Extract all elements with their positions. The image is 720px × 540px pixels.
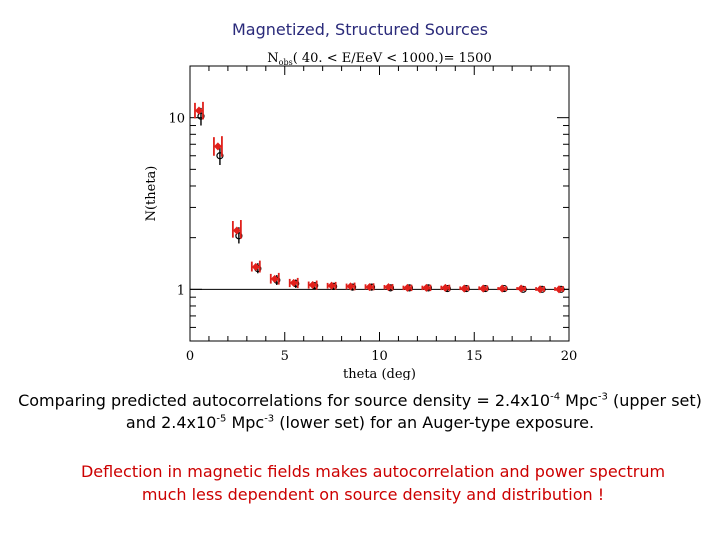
y-axis-label: N(theta)	[144, 166, 159, 222]
upper-set-point	[232, 226, 241, 235]
upper-set-point	[327, 281, 336, 290]
upper-set-point	[460, 284, 469, 293]
upper-set-point	[213, 142, 222, 151]
upper-set-point	[194, 106, 203, 115]
chart-title: Nobs( 40. < E/EeV < 1000.)= 1500	[267, 51, 491, 67]
caption-line-1-exp2: -3	[597, 391, 608, 403]
x-tick-label: 20	[561, 349, 578, 364]
upper-set-point	[441, 283, 450, 292]
upper-set-point	[270, 274, 279, 283]
caption-line-2-mid: Mpc	[226, 413, 265, 432]
upper-set-point	[346, 282, 355, 291]
caption-line-2-post: (lower set) for an Auger-type exposure.	[274, 413, 595, 432]
x-tick-label: 5	[281, 349, 289, 364]
upper-set-point	[422, 283, 431, 292]
major-ticks	[189, 66, 570, 341]
x-tick-label: 10	[371, 349, 388, 364]
caption-line-2: and 2.4x10-5 Mpc-3 (lower set) for an Au…	[0, 413, 720, 432]
chart-title-rest: ( 40. < E/EeV < 1000.)= 1500	[293, 51, 492, 66]
lower-set-point	[216, 152, 224, 160]
upper-set-point	[365, 283, 374, 292]
y-tick-label: 1	[177, 283, 185, 298]
lower-set-point	[197, 112, 205, 120]
slide-title: Magnetized, Structured Sources	[232, 20, 488, 39]
upper-set-point	[289, 278, 298, 287]
autocorrelation-chart: 0 5 10 15 20 1 10 Nobs( 40. < E/EeV < 1000.)= …	[144, 51, 578, 380]
chart-title-sub: obs	[279, 58, 293, 67]
caption-line-2-exp1: -5	[216, 413, 227, 425]
caption-line-2-exp2: -3	[264, 413, 275, 425]
upper-set-point	[403, 283, 412, 292]
caption-line-1-pre: Comparing predicted autocorrelations for…	[18, 391, 551, 410]
x-tick-label: 15	[466, 349, 483, 364]
upper-set-point	[479, 284, 488, 293]
upper-set-point	[555, 285, 564, 294]
upper-set-point	[498, 284, 507, 293]
note-line-1: Deflection in magnetic fields makes auto…	[80, 462, 666, 481]
upper-set-point	[384, 283, 393, 292]
note-line-2: much less dependent on source density an…	[141, 485, 605, 504]
y-tick-label: 10	[168, 112, 185, 127]
upper-set-point	[536, 285, 545, 294]
chart-title-main: N	[267, 51, 278, 66]
lower-set-point	[235, 232, 243, 240]
upper-set-point	[308, 280, 317, 290]
caption-line-2-pre: and 2.4x10	[125, 413, 217, 432]
caption-line-1-mid: Mpc	[560, 391, 598, 410]
x-axis-label: theta (deg)	[343, 367, 416, 380]
caption-line-1: Comparing predicted autocorrelations for…	[0, 391, 720, 410]
upper-set-point	[251, 262, 260, 271]
caption-line-1-post: (upper set)	[607, 391, 702, 410]
minor-ticks	[190, 65, 569, 342]
x-tick-label: 0	[186, 349, 194, 364]
plot-frame	[189, 65, 570, 342]
caption-line-1-exp1: -4	[550, 391, 561, 403]
upper-set-point	[517, 284, 526, 293]
